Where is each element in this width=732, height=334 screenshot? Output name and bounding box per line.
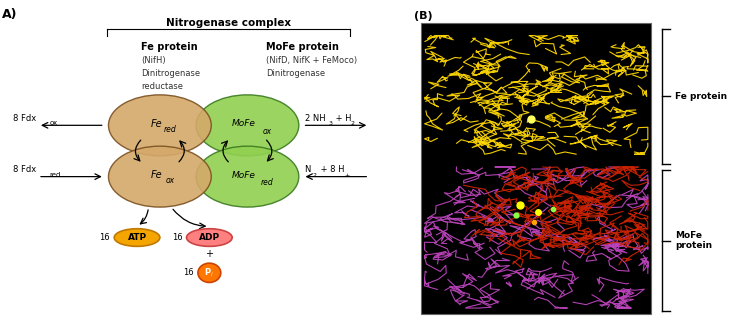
Text: (B): (B)	[414, 11, 432, 21]
Text: 8 Fdx: 8 Fdx	[13, 114, 36, 123]
Text: 16: 16	[100, 233, 110, 242]
Text: P$_i$: P$_i$	[204, 267, 214, 279]
Ellipse shape	[187, 229, 232, 246]
Text: ATP: ATP	[127, 233, 146, 242]
Text: N: N	[305, 165, 311, 174]
Text: Dinitrogenase: Dinitrogenase	[141, 69, 200, 78]
Text: MoFe: MoFe	[231, 119, 255, 128]
Text: Fe protein: Fe protein	[675, 92, 728, 101]
Text: Fe: Fe	[150, 119, 162, 129]
Text: 2: 2	[312, 173, 316, 178]
Text: Fe: Fe	[150, 170, 162, 180]
Text: reductase: reductase	[141, 82, 183, 91]
Text: MoFe
protein: MoFe protein	[675, 231, 712, 250]
Text: 8 Fdx: 8 Fdx	[13, 165, 36, 174]
Text: ox: ox	[263, 127, 272, 136]
Text: +: +	[345, 173, 350, 178]
Text: 16: 16	[183, 268, 194, 277]
Text: red: red	[164, 125, 177, 134]
Text: +: +	[206, 248, 213, 259]
Ellipse shape	[198, 263, 221, 283]
Text: ADP: ADP	[199, 233, 220, 242]
Ellipse shape	[196, 95, 299, 156]
Text: 2 NH: 2 NH	[305, 114, 325, 123]
Text: MoFe protein: MoFe protein	[266, 42, 340, 52]
Text: red: red	[50, 172, 61, 178]
Text: (NifH): (NifH)	[141, 56, 165, 65]
Text: 16: 16	[172, 233, 182, 242]
Text: + 8 H: + 8 H	[318, 165, 344, 174]
Text: (NifD, NifK + FeMoco): (NifD, NifK + FeMoco)	[266, 56, 357, 65]
Ellipse shape	[108, 146, 212, 207]
Text: ox: ox	[50, 120, 58, 126]
Text: 2: 2	[351, 121, 355, 126]
Ellipse shape	[196, 146, 299, 207]
Text: + H: + H	[333, 114, 351, 123]
Text: Nitrogenase complex: Nitrogenase complex	[166, 18, 291, 28]
Text: Dinitrogenase: Dinitrogenase	[266, 69, 326, 78]
Ellipse shape	[108, 95, 212, 156]
Text: A): A)	[2, 8, 18, 21]
Text: ox: ox	[166, 176, 175, 185]
Bar	[421, 23, 651, 315]
Text: red: red	[261, 178, 274, 187]
Ellipse shape	[114, 229, 160, 246]
Text: MoFe: MoFe	[231, 171, 255, 179]
Text: 3: 3	[328, 121, 332, 126]
Text: Fe protein: Fe protein	[141, 42, 198, 52]
